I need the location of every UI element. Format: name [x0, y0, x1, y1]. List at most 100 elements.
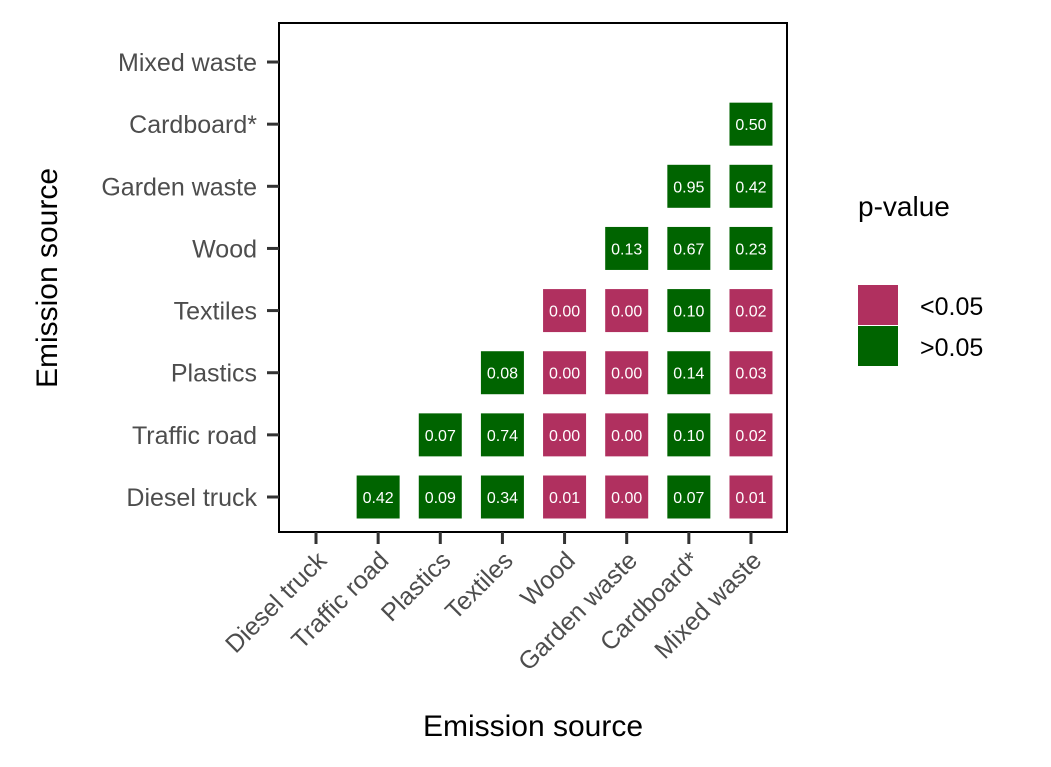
- legend-key-above-005: [858, 326, 898, 366]
- cell-rect: [543, 289, 587, 333]
- x-axis-title: Emission source: [423, 710, 643, 743]
- y-tick-label-mixed-waste: Mixed waste: [118, 49, 257, 77]
- cell-rect: [605, 351, 649, 395]
- cell-rect: [667, 351, 711, 395]
- cell-traffic-road-mixed-waste: 0.02: [729, 413, 773, 457]
- cell-value-label: 0.01: [735, 490, 766, 507]
- legend-key-below-005: [858, 285, 898, 325]
- cell-value-label: 0.08: [487, 366, 518, 383]
- cell-cardboard-mixed-waste: 0.50: [729, 102, 773, 146]
- cell-value-label: 0.00: [611, 366, 642, 383]
- y-tick-label-plastics: Plastics: [171, 360, 257, 388]
- cell-rect: [418, 475, 462, 519]
- y-axis-title: Emission source: [31, 168, 64, 388]
- cell-value-label: 0.00: [549, 428, 580, 445]
- y-tick-label-garden-waste: Garden waste: [101, 173, 257, 201]
- cell-traffic-road-cardboard: 0.10: [667, 413, 711, 457]
- cell-plastics-textiles: 0.08: [480, 351, 524, 395]
- cell-plastics-cardboard: 0.14: [667, 351, 711, 395]
- y-axis: Diesel truck Traffic road Plastics Textiles…: [101, 49, 279, 512]
- cell-rect: [543, 351, 587, 395]
- cell-value-label: 0.00: [611, 428, 642, 445]
- cell-value-label: 0.42: [735, 179, 766, 196]
- cell-traffic-road-wood: 0.00: [543, 413, 587, 457]
- cell-diesel-truck-textiles: 0.34: [480, 475, 524, 519]
- cell-value-label: 0.01: [549, 490, 580, 507]
- cell-diesel-truck-cardboard: 0.07: [667, 475, 711, 519]
- cell-value-label: 0.00: [611, 490, 642, 507]
- cell-rect: [729, 102, 773, 146]
- x-tick-label-textiles: Textiles: [440, 546, 519, 625]
- cell-value-label: 0.02: [735, 304, 766, 321]
- cell-rect: [480, 475, 524, 519]
- cell-value-label: 0.07: [673, 490, 704, 507]
- cell-value-label: 0.03: [735, 366, 766, 383]
- cell-plastics-garden-waste: 0.00: [605, 351, 649, 395]
- cell-rect: [729, 413, 773, 457]
- cell-value-label: 0.10: [673, 304, 704, 321]
- cell-wood-cardboard: 0.67: [667, 226, 711, 270]
- cell-wood-mixed-waste: 0.23: [729, 226, 773, 270]
- cell-rect: [729, 289, 773, 333]
- cell-value-label: 0.23: [735, 241, 766, 258]
- cell-rect: [667, 413, 711, 457]
- legend-title: p-value: [858, 191, 950, 222]
- cell-rect: [356, 475, 400, 519]
- y-tick-label-traffic-road: Traffic road: [132, 422, 257, 450]
- cell-rect: [605, 289, 649, 333]
- cell-diesel-truck-garden-waste: 0.00: [605, 475, 649, 519]
- panel-border: [278, 22, 788, 533]
- cell-value-label: 0.50: [735, 117, 766, 134]
- cell-textiles-garden-waste: 0.00: [605, 289, 649, 333]
- cell-rect: [667, 289, 711, 333]
- cell-garden-waste-mixed-waste: 0.42: [729, 164, 773, 208]
- cell-rect: [729, 226, 773, 270]
- cells-layer: 0.42 0.09 0.34 0.01 0.00 0.07 0.01 0.07 0.74 0.00…: [356, 102, 773, 519]
- cell-value-label: 0.34: [487, 490, 518, 507]
- cell-rect: [543, 475, 587, 519]
- cell-wood-garden-waste: 0.13: [605, 226, 649, 270]
- cell-plastics-mixed-waste: 0.03: [729, 351, 773, 395]
- cell-rect: [729, 351, 773, 395]
- y-tick-label-wood: Wood: [192, 235, 257, 263]
- cell-textiles-cardboard: 0.10: [667, 289, 711, 333]
- cell-rect: [480, 413, 524, 457]
- cell-value-label: 0.95: [673, 179, 704, 196]
- cell-plastics-wood: 0.00: [543, 351, 587, 395]
- cell-diesel-truck-traffic-road: 0.42: [356, 475, 400, 519]
- cell-value-label: 0.00: [549, 366, 580, 383]
- cell-traffic-road-plastics: 0.07: [418, 413, 462, 457]
- cell-rect: [605, 413, 649, 457]
- cell-value-label: 0.09: [425, 490, 456, 507]
- cell-rect: [543, 413, 587, 457]
- cell-value-label: 0.14: [673, 366, 704, 383]
- cell-rect: [418, 413, 462, 457]
- cell-rect: [729, 164, 773, 208]
- cell-rect: [667, 164, 711, 208]
- cell-rect: [667, 475, 711, 519]
- cell-textiles-mixed-waste: 0.02: [729, 289, 773, 333]
- cell-garden-waste-cardboard: 0.95: [667, 164, 711, 208]
- cell-value-label: 0.00: [549, 304, 580, 321]
- cell-value-label: 0.10: [673, 428, 704, 445]
- cell-value-label: 0.00: [611, 304, 642, 321]
- cell-rect: [605, 475, 649, 519]
- cell-value-label: 0.13: [611, 241, 642, 258]
- cell-value-label: 0.42: [363, 490, 394, 507]
- y-tick-label-cardboard: Cardboard*: [129, 111, 257, 139]
- cell-diesel-truck-mixed-waste: 0.01: [729, 475, 773, 519]
- x-tick-label-plastics: Plastics: [376, 546, 457, 627]
- cell-rect: [667, 226, 711, 270]
- cell-value-label: 0.07: [425, 428, 456, 445]
- cell-value-label: 0.02: [735, 428, 766, 445]
- cell-traffic-road-textiles: 0.74: [480, 413, 524, 457]
- cell-traffic-road-garden-waste: 0.00: [605, 413, 649, 457]
- legend: p-value <0.05 >0.05: [858, 191, 983, 366]
- cell-rect: [605, 226, 649, 270]
- y-tick-label-diesel-truck: Diesel truck: [126, 484, 257, 512]
- cell-rect: [480, 351, 524, 395]
- cell-rect: [729, 475, 773, 519]
- cell-textiles-wood: 0.00: [543, 289, 587, 333]
- y-tick-label-textiles: Textiles: [174, 298, 257, 326]
